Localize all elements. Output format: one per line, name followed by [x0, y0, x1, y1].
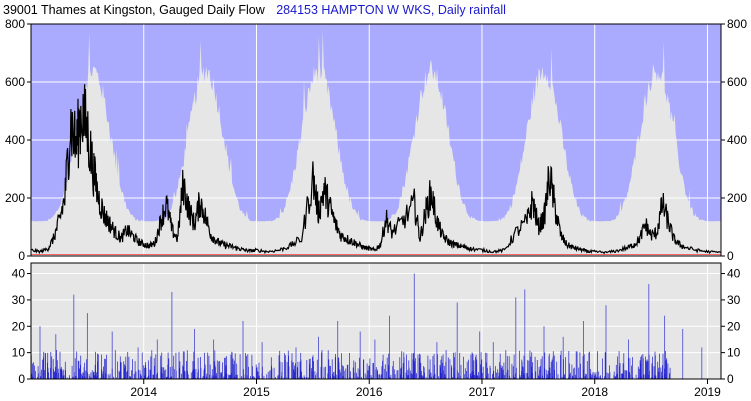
flow-ytick-label-right: 200: [727, 191, 747, 205]
rain-ytick-label-right: 20: [727, 319, 741, 333]
rain-ytick-label-left: 30: [12, 293, 26, 307]
rain-title: 284153 HAMPTON W WKS, Daily rainfall: [276, 3, 506, 17]
rain-plot-frame: [30, 262, 722, 380]
flow-ytick-label-right: 800: [727, 17, 747, 31]
flow-ytick-label-left: 0: [18, 249, 25, 263]
xtick-label: 2019: [694, 385, 721, 399]
xtick-label: 2015: [243, 385, 270, 399]
xtick-label: 2014: [130, 385, 157, 399]
rain-ytick-label-right: 10: [727, 346, 741, 360]
rain-ytick-label-right: 40: [727, 267, 741, 281]
flow-ytick-label-right: 0: [727, 249, 734, 263]
flow-panel: 0 0 200 200 400 400 600 600 800 800: [5, 17, 747, 263]
flow-ytick-label-left: 600: [5, 75, 25, 89]
xtick-label: 2018: [581, 385, 608, 399]
xtick-label: 2017: [469, 385, 496, 399]
flow-title: 39001 Thames at Kingston, Gauged Daily F…: [3, 3, 265, 17]
flow-ytick-label-left: 400: [5, 133, 25, 147]
rain-ytick-label-left: 40: [12, 267, 26, 281]
xtick-label: 2016: [356, 385, 383, 399]
rain-ytick-label-left: 20: [12, 319, 26, 333]
rain-ytick-label-right: 0: [727, 372, 734, 386]
flow-series-line: [30, 84, 722, 255]
flow-ytick-label-left: 200: [5, 191, 25, 205]
rain-ytick-label-left: 10: [12, 346, 26, 360]
rainfall-panel: 0 0 10 10 20 20 30 30 40 40: [12, 262, 741, 386]
flow-range-envelope: [31, 29, 721, 256]
rain-ytick-label-right: 30: [727, 293, 741, 307]
x-axis: 2014 2015 2016 2017 2018 2019: [130, 379, 721, 399]
rain-ytick-label-left: 0: [18, 372, 25, 386]
flow-ytick-label-left: 800: [5, 17, 25, 31]
chart-header: 39001 Thames at Kingston, Gauged Daily F…: [3, 1, 506, 19]
flow-ytick-label-right: 600: [727, 75, 747, 89]
flow-ytick-label-right: 400: [727, 133, 747, 147]
